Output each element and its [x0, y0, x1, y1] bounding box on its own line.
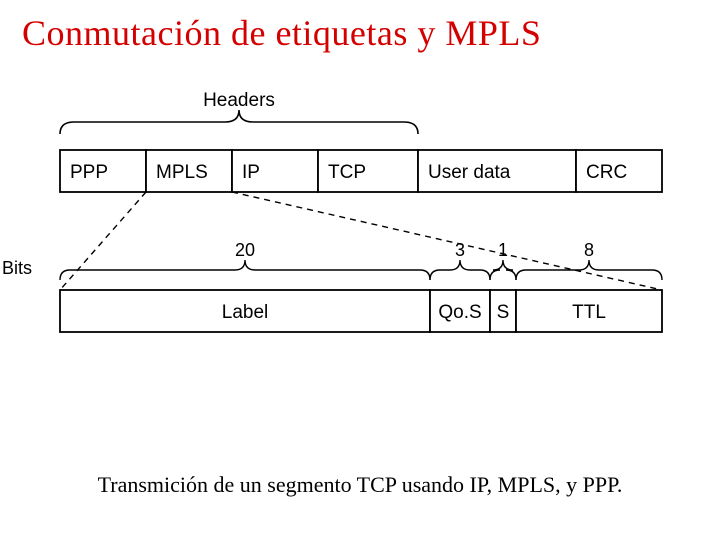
headers-label: Headers [203, 90, 275, 111]
packet-label: CRC [586, 162, 627, 183]
bit-bracket [60, 260, 430, 280]
packet-label: MPLS [156, 162, 208, 183]
packet-label: TCP [328, 162, 366, 183]
page-title: Conmutación de etiquetas y MPLS [0, 0, 720, 54]
mpls-label: Qo.S [438, 302, 481, 323]
bit-count: 20 [235, 240, 255, 260]
packet-label: PPP [70, 162, 108, 183]
bits-word: Bits [2, 258, 32, 278]
bit-bracket [430, 260, 490, 280]
headers-bracket [60, 110, 418, 134]
mpls-label: TTL [572, 302, 606, 323]
mpls-label: S [497, 302, 510, 323]
bit-bracket [490, 260, 516, 280]
bit-bracket [516, 260, 662, 280]
bit-count: 8 [584, 240, 594, 260]
mpls-diagram: PPP MPLS IP TCP User data CRC Headers Label Qo.S… [0, 80, 720, 460]
zoom-line-left [60, 192, 146, 290]
zoom-line-right [232, 192, 662, 290]
packet-label: IP [242, 162, 260, 183]
packet-label: User data [428, 162, 511, 183]
mpls-label: Label [222, 302, 269, 323]
bit-count: 1 [498, 240, 508, 260]
caption: Transmición de un segmento TCP usando IP… [0, 472, 720, 498]
bit-count: 3 [455, 240, 465, 260]
